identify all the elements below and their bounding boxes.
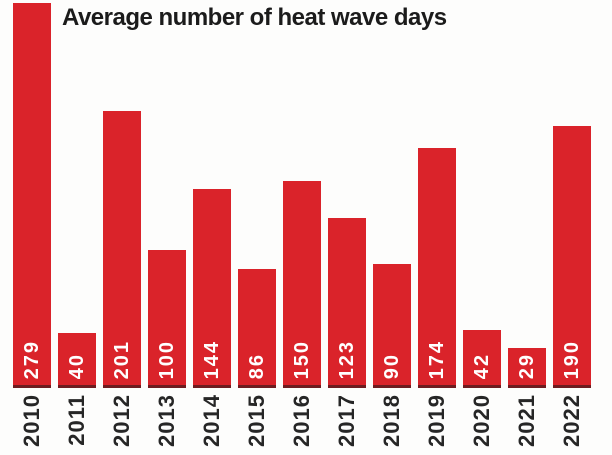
bar: 100 (148, 250, 186, 388)
x-axis-year-label: 2018 (379, 394, 404, 447)
bar-value-label: 100 (156, 339, 178, 379)
bar-column: 40 2011 (58, 333, 96, 446)
bar: 201 (103, 111, 141, 388)
x-axis-year-label: 2016 (289, 394, 314, 447)
bar-value-label: 150 (291, 339, 313, 379)
bar-value-label: 29 (516, 352, 538, 379)
x-axis-year-label: 2015 (244, 394, 269, 447)
bar: 190 (553, 126, 591, 388)
bar-column: 201 2012 (103, 111, 141, 447)
bar-value-label: 42 (471, 352, 493, 379)
x-axis-year-label: 2014 (199, 394, 224, 447)
bar: 123 (328, 218, 366, 388)
bar: 40 (58, 333, 96, 388)
bar: 42 (463, 330, 501, 388)
bar: 86 (238, 269, 276, 388)
bar-column: 144 2014 (193, 189, 231, 447)
x-axis-year-label: 2020 (469, 394, 494, 447)
bar-value-label: 201 (111, 339, 133, 379)
bar-column: 90 2018 (373, 264, 411, 447)
x-axis-year-label: 2021 (514, 394, 539, 447)
bar-column: 42 2020 (463, 330, 501, 447)
bar-column: 29 2021 (508, 348, 546, 447)
x-axis-year-label: 2010 (19, 394, 44, 447)
bar-value-label: 90 (381, 352, 403, 379)
bar: 90 (373, 264, 411, 388)
chart-title: Average number of heat wave days (62, 4, 447, 31)
bar: 174 (418, 148, 456, 388)
bar-value-label: 174 (426, 339, 448, 379)
x-axis-year-label: 2022 (559, 394, 584, 447)
bar-column: 190 2022 (553, 126, 591, 447)
bar-column: 174 2019 (418, 148, 456, 447)
bar-column: 100 2013 (148, 250, 186, 447)
bar: 29 (508, 348, 546, 388)
x-axis-year-label: 2012 (109, 394, 134, 447)
bar-value-label: 86 (246, 352, 268, 379)
bar-column: 150 2016 (283, 181, 321, 447)
x-axis-year-label: 2019 (424, 394, 449, 447)
bar-column: 279 2010 (13, 3, 51, 447)
bar-column: 86 2015 (238, 269, 276, 447)
bar-value-label: 123 (336, 339, 358, 379)
bar: 279 (13, 3, 51, 388)
bar: 150 (283, 181, 321, 388)
bars-area: 279 2010 40 2011 201 2012 100 2013 144 2014 86 2015… (13, 3, 591, 447)
bar-value-label: 40 (66, 352, 88, 379)
x-axis-year-label: 2017 (334, 394, 359, 447)
bar: 144 (193, 189, 231, 388)
bar-value-label: 190 (561, 339, 583, 379)
bar-value-label: 144 (201, 339, 223, 379)
bar-value-label: 279 (21, 339, 43, 379)
bar-column: 123 2017 (328, 218, 366, 447)
x-axis-year-label: 2011 (64, 394, 89, 446)
x-axis-year-label: 2013 (154, 394, 179, 447)
